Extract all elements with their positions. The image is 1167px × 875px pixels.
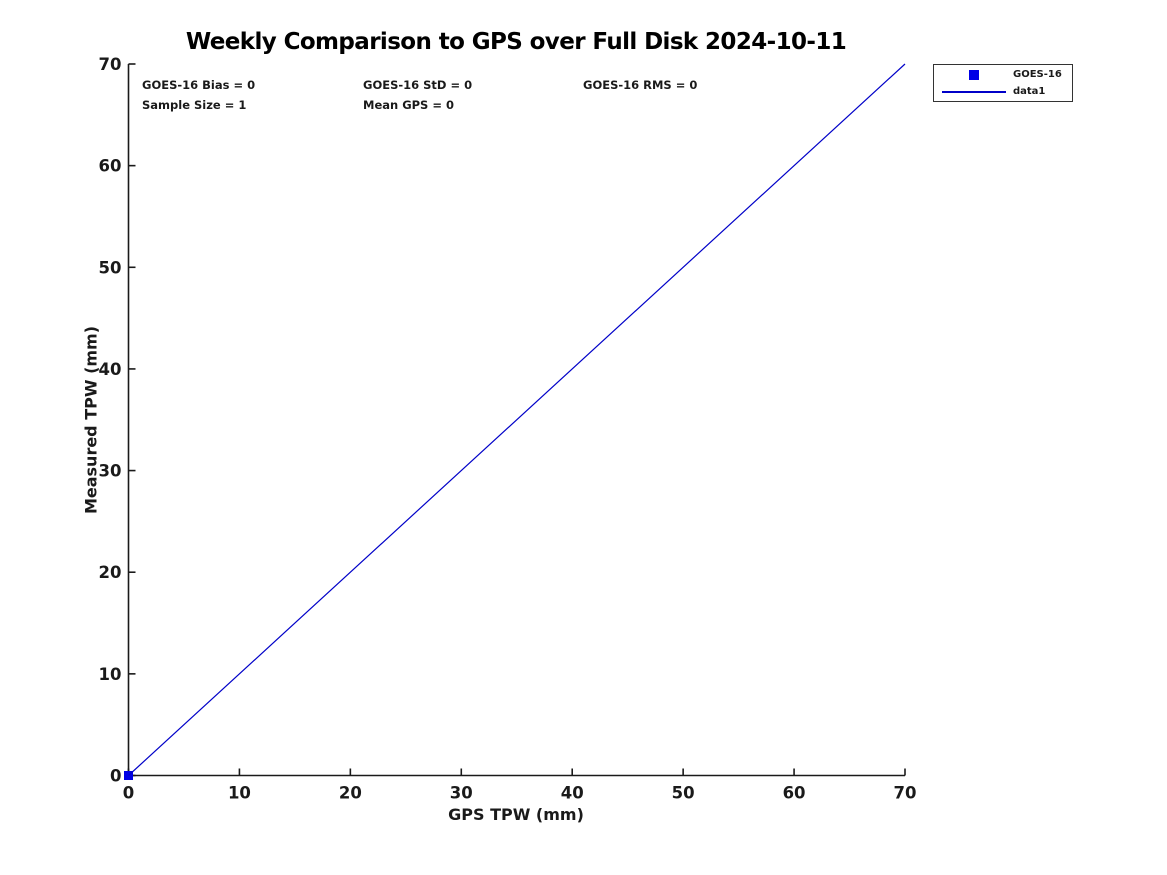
blue-line-swatch <box>942 90 1006 93</box>
annotation-rms: GOES-16 RMS = 0 <box>583 78 698 92</box>
legend: GOES-16 data1 <box>933 64 1073 102</box>
y-tick-label: 0 <box>110 767 121 786</box>
y-tick-label: 30 <box>99 462 122 481</box>
y-tick-label: 60 <box>99 157 122 176</box>
x-tick-label: 50 <box>672 784 695 803</box>
y-tick-label: 70 <box>99 55 122 74</box>
y-axis-label: Measured TPW (mm) <box>81 325 101 515</box>
x-tick-label: 70 <box>894 784 917 803</box>
legend-entry-data1: data1 <box>934 85 1072 99</box>
legend-entry-goes16: GOES-16 <box>934 68 1072 82</box>
legend-label: data1 <box>1013 86 1046 97</box>
annotation-mean-gps: Mean GPS = 0 <box>363 98 454 112</box>
annotation-bias: GOES-16 Bias = 0 <box>142 78 256 92</box>
blue-square-swatch <box>969 69 979 80</box>
chart-title: Weekly Comparison to GPS over Full Disk … <box>185 29 847 55</box>
x-tick-label: 10 <box>228 784 251 803</box>
x-tick-label: 60 <box>783 784 806 803</box>
x-tick-label: 0 <box>123 784 134 803</box>
legend-square-marker-icon <box>942 69 1006 80</box>
y-tick-label: 20 <box>99 563 122 582</box>
legend-line-icon <box>942 90 1006 93</box>
annotation-std: GOES-16 StD = 0 <box>363 78 473 92</box>
annotation-sample-size: Sample Size = 1 <box>142 98 247 112</box>
x-axis-label: GPS TPW (mm) <box>448 805 584 824</box>
x-tick-label: 40 <box>561 784 584 803</box>
y-tick-label: 10 <box>99 665 122 684</box>
legend-label: GOES-16 <box>1013 69 1062 80</box>
y-tick-label: 50 <box>99 258 122 277</box>
y-tick-label: 40 <box>99 360 122 379</box>
identity-line <box>128 63 906 776</box>
x-tick-label: 20 <box>339 784 362 803</box>
x-tick-label: 30 <box>450 784 473 803</box>
